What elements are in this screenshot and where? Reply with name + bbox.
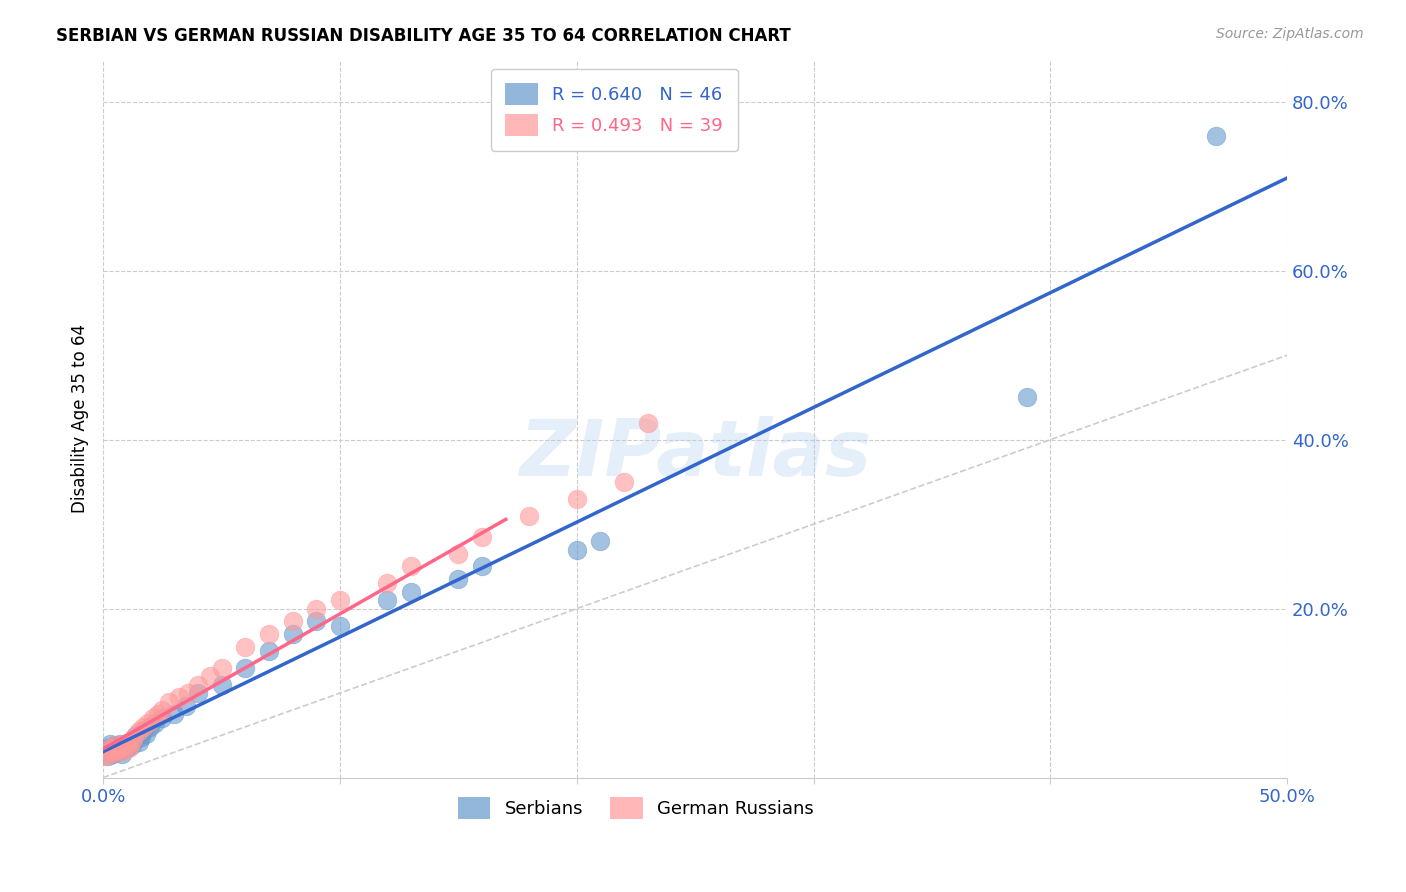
Point (125, 728, 148, 742)
Point (98, 737, 121, 751)
Point (329, 593, 352, 607)
Point (139, 720, 162, 734)
Point (121, 739, 143, 753)
Point (187, 678, 209, 692)
Point (122, 732, 145, 747)
Point (105, 745, 128, 759)
Point (101, 747, 124, 761)
Point (111, 743, 134, 757)
Point (167, 690, 190, 705)
Point (118, 735, 141, 749)
Point (447, 547, 470, 561)
Point (135, 726, 157, 740)
Point (104, 739, 127, 753)
Point (115, 741, 138, 756)
Point (98, 741, 121, 756)
Point (104, 739, 127, 753)
Point (118, 741, 141, 756)
Point (1205, 128, 1227, 143)
Point (115, 737, 138, 751)
Point (257, 644, 280, 658)
Point (447, 572, 470, 586)
Point (105, 741, 128, 756)
Point (233, 640, 256, 654)
Point (305, 615, 328, 629)
Point (1015, 391, 1038, 405)
Point (128, 735, 150, 749)
Point (111, 741, 134, 756)
Point (136, 715, 159, 730)
Point (150, 703, 173, 717)
Point (104, 743, 127, 757)
Point (146, 707, 169, 722)
Y-axis label: Disability Age 35 to 64: Disability Age 35 to 64 (72, 324, 89, 513)
Point (108, 737, 131, 751)
Point (471, 559, 494, 574)
Point (115, 739, 138, 753)
Point (637, 416, 659, 430)
Point (159, 694, 181, 708)
Point (375, 593, 398, 607)
Point (98, 747, 121, 761)
Point (108, 741, 131, 756)
Point (111, 747, 134, 761)
Point (97, 741, 120, 756)
Point (399, 559, 422, 574)
Point (517, 508, 540, 523)
Text: Source: ZipAtlas.com: Source: ZipAtlas.com (1216, 27, 1364, 41)
Point (187, 686, 209, 700)
Point (329, 618, 352, 632)
Point (281, 615, 304, 629)
Point (150, 711, 173, 725)
Point (565, 491, 588, 506)
Point (128, 724, 150, 739)
Point (94, 745, 117, 759)
Point (163, 707, 186, 722)
Point (399, 584, 422, 599)
Point (101, 743, 124, 757)
Point (114, 739, 136, 753)
Point (121, 735, 143, 749)
Point (132, 720, 155, 734)
Point (142, 711, 165, 725)
Point (589, 534, 612, 549)
Point (177, 686, 200, 700)
Point (129, 730, 152, 744)
Text: ZIPatlas: ZIPatlas (519, 417, 872, 492)
Point (211, 678, 233, 692)
Point (198, 669, 221, 683)
Point (122, 730, 145, 744)
Point (101, 741, 124, 756)
Legend: Serbians, German Russians: Serbians, German Russians (450, 789, 821, 826)
Point (211, 661, 233, 675)
Point (471, 530, 494, 544)
Point (375, 576, 398, 591)
Point (233, 661, 256, 675)
Point (97, 749, 120, 764)
Point (281, 627, 304, 641)
Point (105, 745, 128, 759)
Point (305, 601, 328, 615)
Point (257, 627, 280, 641)
Point (174, 698, 197, 713)
Point (613, 475, 636, 489)
Point (97, 745, 120, 759)
Point (114, 737, 136, 751)
Point (565, 542, 588, 557)
Point (132, 724, 155, 739)
Point (98, 745, 121, 759)
Point (94, 749, 117, 764)
Point (108, 743, 131, 757)
Text: SERBIAN VS GERMAN RUSSIAN DISABILITY AGE 35 TO 64 CORRELATION CHART: SERBIAN VS GERMAN RUSSIAN DISABILITY AGE… (56, 27, 792, 45)
Point (143, 715, 166, 730)
